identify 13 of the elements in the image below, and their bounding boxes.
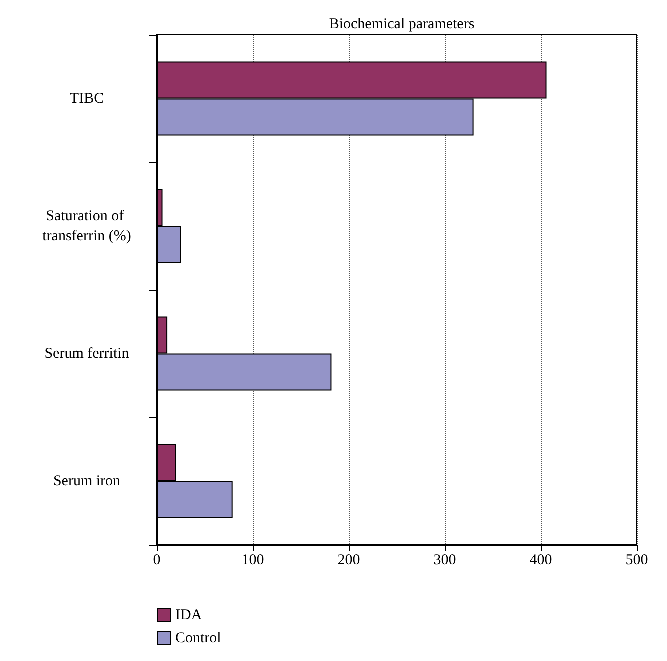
x-tick-label: 300 bbox=[434, 552, 456, 568]
y-tick-label: Serum ferritin bbox=[44, 346, 130, 362]
y-tick-label: Saturation of transferrin (%) bbox=[42, 208, 132, 244]
x-tick-label: 100 bbox=[242, 552, 264, 568]
x-tick-label: 400 bbox=[530, 552, 552, 568]
x-tick-label: 200 bbox=[338, 552, 360, 568]
y-tick-label: TIBC bbox=[70, 90, 104, 107]
x-tick-label: 500 bbox=[626, 552, 648, 568]
legend-label: Control bbox=[176, 630, 222, 646]
legend-label: IDA bbox=[176, 608, 202, 624]
x-tick-label: 0 bbox=[153, 552, 161, 568]
y-tick-label: Serum iron bbox=[53, 473, 122, 490]
chart-title: Biochemical parameters bbox=[329, 16, 475, 32]
